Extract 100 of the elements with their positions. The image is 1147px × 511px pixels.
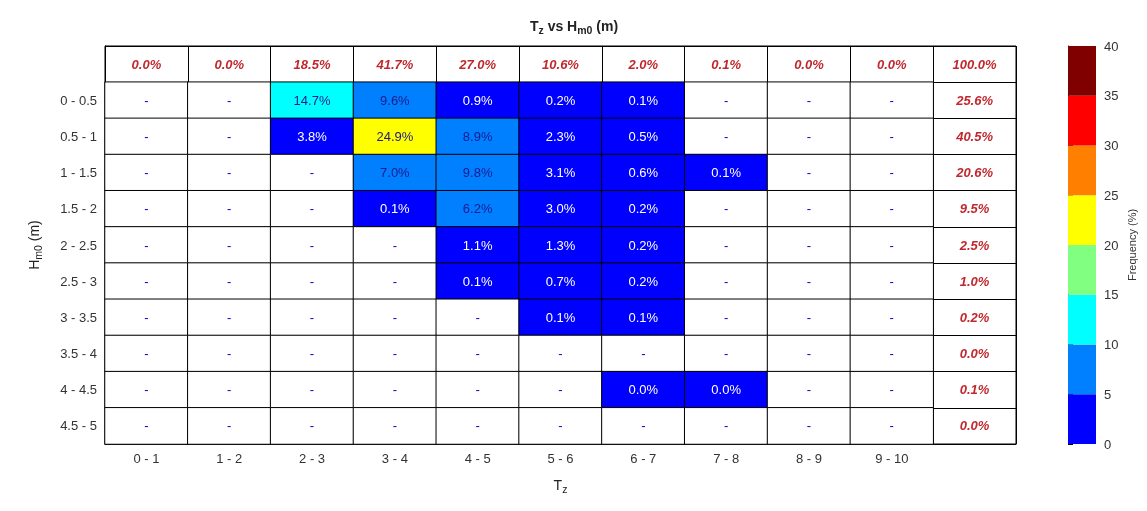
data-label: 0.2% [628,201,659,217]
text: - [392,418,398,434]
annotation: 0.0% [131,56,162,72]
y-tick-label: 2.5 - 3 [60,273,97,289]
text: 100.0% [952,56,998,72]
data-label: 3.8% [297,128,328,144]
text: - [806,201,812,217]
color-bar-label: 0 [1104,436,1112,452]
text: - [227,382,232,398]
text: - [889,309,894,325]
text: 0.0% [959,418,990,434]
text: - [227,273,232,289]
text: 0.2% [959,309,990,325]
text: - [723,309,729,325]
annotation: 0.1% [711,56,742,72]
text: - [723,201,729,217]
text: - [723,273,729,289]
text: - [144,309,149,325]
text: - [392,382,398,398]
text: - [475,382,480,398]
y-tick-label: 1.5 - 2 [60,201,97,217]
y-tick-label: 0.5 - 1 [60,128,97,144]
text: - [558,346,563,362]
text: - [227,128,232,144]
text: - [227,92,232,108]
annotation: 0.0% [794,56,825,72]
data-label: 0.0% [711,382,742,398]
text: - [227,201,232,217]
x-tick-label: 2 - 3 [299,451,326,466]
x-tick-label: 8 - 9 [795,451,822,466]
color-bar-label: 25 [1104,187,1119,203]
text: - [641,418,646,434]
text: 9.5% [959,201,990,217]
text: - [227,346,232,362]
text: - [723,237,729,253]
text: - [227,309,232,325]
text: - [309,201,315,217]
text: 1.0% [959,273,990,289]
data-label: 0.7% [545,273,576,289]
x-tick-label: 0 - 1 [133,451,160,466]
data-label: 2.3% [545,128,576,144]
data-label: 0.2% [545,92,576,108]
data-label: 14.7% [293,92,331,108]
y-tick-label: 2 - 2.5 [60,237,97,253]
data-label: 0.0% [628,382,659,398]
annotation: 0.0% [876,56,908,72]
text: - [144,92,149,108]
data-label: 9.8% [462,165,493,181]
color-bar-label: 40 [1104,38,1119,54]
color-bar-label: 20 [1104,237,1119,253]
text: - [723,128,729,144]
text: - [889,237,894,253]
text: - [806,92,812,108]
text: - [806,128,812,144]
text: 20.6% [955,165,994,181]
color-bar-label: 35 [1104,88,1119,104]
text: 2.5% [958,237,990,253]
x-tick-label: 5 - 6 [547,451,574,466]
text: - [806,418,812,434]
text: - [889,418,894,434]
data-label: 7.0% [380,165,411,181]
text: - [227,165,232,181]
text: - [144,201,149,217]
text: - [144,273,149,289]
text: 25.6% [955,92,994,108]
data-label: 6.2% [462,201,493,217]
text: - [144,165,149,181]
color-bar-label: 10 [1104,337,1119,352]
text: - [309,237,315,253]
data-label: 0.1% [380,201,411,217]
text: - [806,165,812,181]
text: 0.0% [959,346,990,362]
data-label: 0.1% [462,273,493,289]
text: - [889,273,894,289]
data-label: 0.9% [462,92,493,108]
text: 0.1% [959,382,990,398]
text: - [889,346,894,362]
text: - [806,237,812,253]
text: - [723,346,729,362]
data-label: 0.6% [628,165,659,181]
text: - [144,237,149,253]
y-tick-label: 3 - 3.5 [60,309,97,325]
text: - [723,92,729,108]
text: - [889,201,894,217]
text: - [889,165,894,181]
data-label: 0.5% [628,128,659,144]
y-axis-title: Hm0 (m) [26,220,44,270]
text: - [806,309,812,325]
data-label: 0.1% [545,309,576,325]
data-label: 1.1% [462,237,493,253]
text: - [558,418,563,434]
data-label: 24.9% [376,128,414,144]
text: - [475,346,480,362]
text: - [144,346,149,362]
data-label: 0.1% [628,92,659,108]
text: - [144,382,149,398]
x-tick-label: 3 - 4 [381,451,408,466]
annotation: 10.6% [542,56,580,72]
data-label: 1.3% [545,237,576,253]
text: - [723,418,729,434]
